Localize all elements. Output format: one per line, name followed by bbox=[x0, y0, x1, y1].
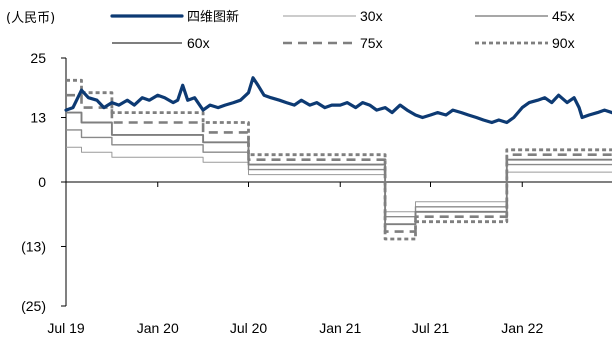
unit-label: (人民币) bbox=[6, 11, 55, 26]
x-tick-label: Jul 20 bbox=[230, 320, 268, 336]
legend-label: 45x bbox=[552, 8, 575, 24]
series-line-30x bbox=[66, 146, 612, 213]
series-line-45x bbox=[66, 129, 612, 218]
series-line-60x bbox=[66, 111, 612, 226]
x-tick-label: Jul 21 bbox=[412, 320, 450, 336]
legend-label: 30x bbox=[360, 8, 383, 24]
legend-label: 四维图新 bbox=[187, 9, 239, 25]
series-layer bbox=[64, 76, 612, 241]
x-tick-label: Jan 20 bbox=[137, 320, 179, 336]
series-line-main bbox=[64, 76, 612, 125]
legend-label: 60x bbox=[187, 35, 210, 51]
legend: 四维图新 30x 45x 60x 75x 90x bbox=[110, 8, 575, 51]
x-tick-label: Jan 22 bbox=[501, 320, 543, 336]
x-tick-label: Jan 21 bbox=[319, 320, 361, 336]
series-line-75x bbox=[66, 93, 612, 233]
x-tick-label: Jul 19 bbox=[47, 320, 85, 336]
legend-label: 90x bbox=[552, 35, 575, 51]
y-tick-label: 25 bbox=[30, 50, 46, 66]
series-line-90x bbox=[66, 78, 612, 241]
axes: 25 13 0 (13) (25)Jul 19 Jan 20 Jul 20 Jan 21 Jul… bbox=[21, 50, 612, 336]
y-tick-label: 0 bbox=[38, 174, 46, 190]
legend-label: 75x bbox=[360, 35, 383, 51]
y-tick-label: (25) bbox=[21, 298, 46, 314]
y-tick-label: (13) bbox=[21, 238, 46, 254]
y-tick-label: 13 bbox=[30, 110, 46, 126]
